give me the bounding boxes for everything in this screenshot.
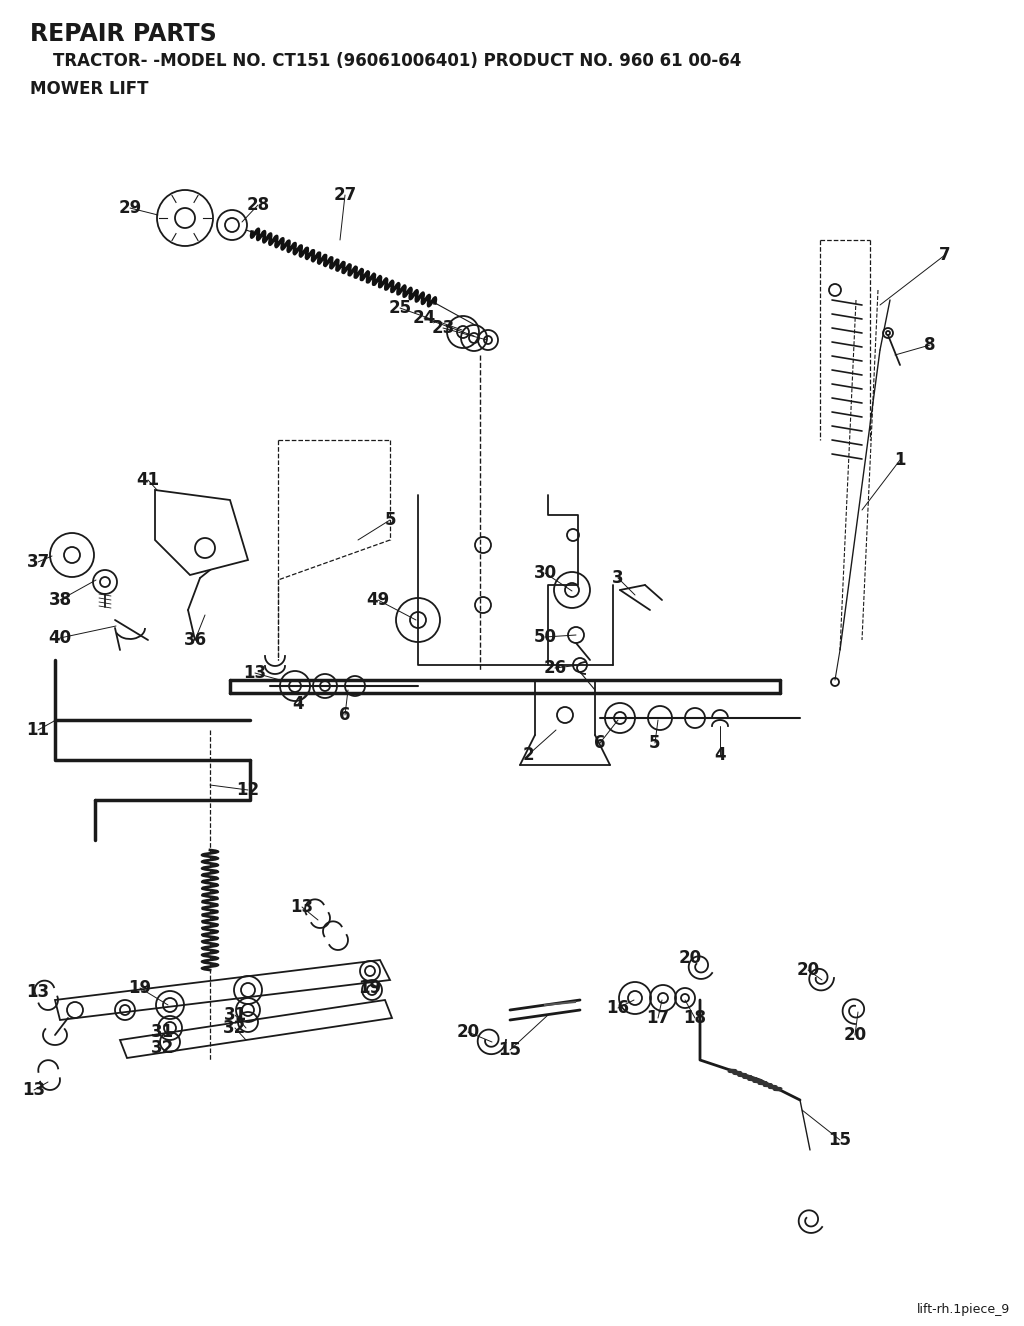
Text: lift-rh.1piece_9: lift-rh.1piece_9 [916, 1303, 1010, 1317]
Polygon shape [55, 960, 390, 1020]
Text: 5: 5 [384, 511, 395, 529]
Text: 1: 1 [894, 451, 906, 469]
Polygon shape [155, 491, 248, 575]
Text: 2: 2 [522, 747, 534, 764]
Text: 15: 15 [828, 1131, 852, 1150]
Polygon shape [120, 1000, 392, 1058]
Text: 15: 15 [499, 1041, 521, 1059]
Text: 29: 29 [119, 199, 141, 217]
Text: 5: 5 [649, 735, 660, 752]
Text: 16: 16 [606, 998, 630, 1017]
Text: 31: 31 [223, 1006, 247, 1024]
Text: 30: 30 [534, 564, 557, 582]
Text: 50: 50 [534, 629, 556, 646]
Text: 37: 37 [27, 553, 49, 572]
Text: 18: 18 [683, 1009, 707, 1028]
Text: 25: 25 [388, 298, 412, 317]
Text: 23: 23 [431, 320, 455, 337]
Text: 49: 49 [367, 591, 389, 609]
Text: 26: 26 [544, 659, 566, 678]
Text: 32: 32 [223, 1018, 247, 1037]
Text: 4: 4 [714, 747, 726, 764]
Text: 7: 7 [939, 247, 951, 264]
Text: 32: 32 [151, 1040, 174, 1057]
Text: 20: 20 [844, 1026, 866, 1044]
Text: MOWER LIFT: MOWER LIFT [30, 80, 148, 98]
Text: 24: 24 [413, 309, 435, 328]
Text: 36: 36 [183, 631, 207, 648]
Text: 31: 31 [151, 1022, 173, 1041]
Text: 27: 27 [334, 186, 356, 204]
Text: 8: 8 [925, 335, 936, 354]
Text: 13: 13 [291, 898, 313, 916]
Text: 13: 13 [244, 664, 266, 682]
Text: 13: 13 [23, 1081, 45, 1099]
Text: 6: 6 [594, 735, 606, 752]
Text: 40: 40 [48, 629, 72, 647]
Text: 19: 19 [358, 979, 382, 997]
Text: 6: 6 [339, 705, 351, 724]
Text: 19: 19 [128, 979, 152, 997]
Text: 3: 3 [612, 569, 624, 587]
Text: 38: 38 [48, 591, 72, 609]
Text: 4: 4 [292, 695, 304, 713]
Text: 41: 41 [136, 471, 160, 489]
Text: 12: 12 [237, 781, 259, 800]
Text: REPAIR PARTS: REPAIR PARTS [30, 23, 217, 46]
Text: 17: 17 [646, 1009, 670, 1028]
Text: 28: 28 [247, 196, 269, 213]
Text: TRACTOR- -MODEL NO. CT151 (96061006401) PRODUCT NO. 960 61 00-64: TRACTOR- -MODEL NO. CT151 (96061006401) … [30, 52, 741, 70]
Text: 20: 20 [797, 961, 819, 979]
Text: 20: 20 [457, 1022, 479, 1041]
Text: 13: 13 [27, 983, 49, 1001]
Text: 11: 11 [27, 721, 49, 739]
Text: 20: 20 [679, 949, 701, 967]
